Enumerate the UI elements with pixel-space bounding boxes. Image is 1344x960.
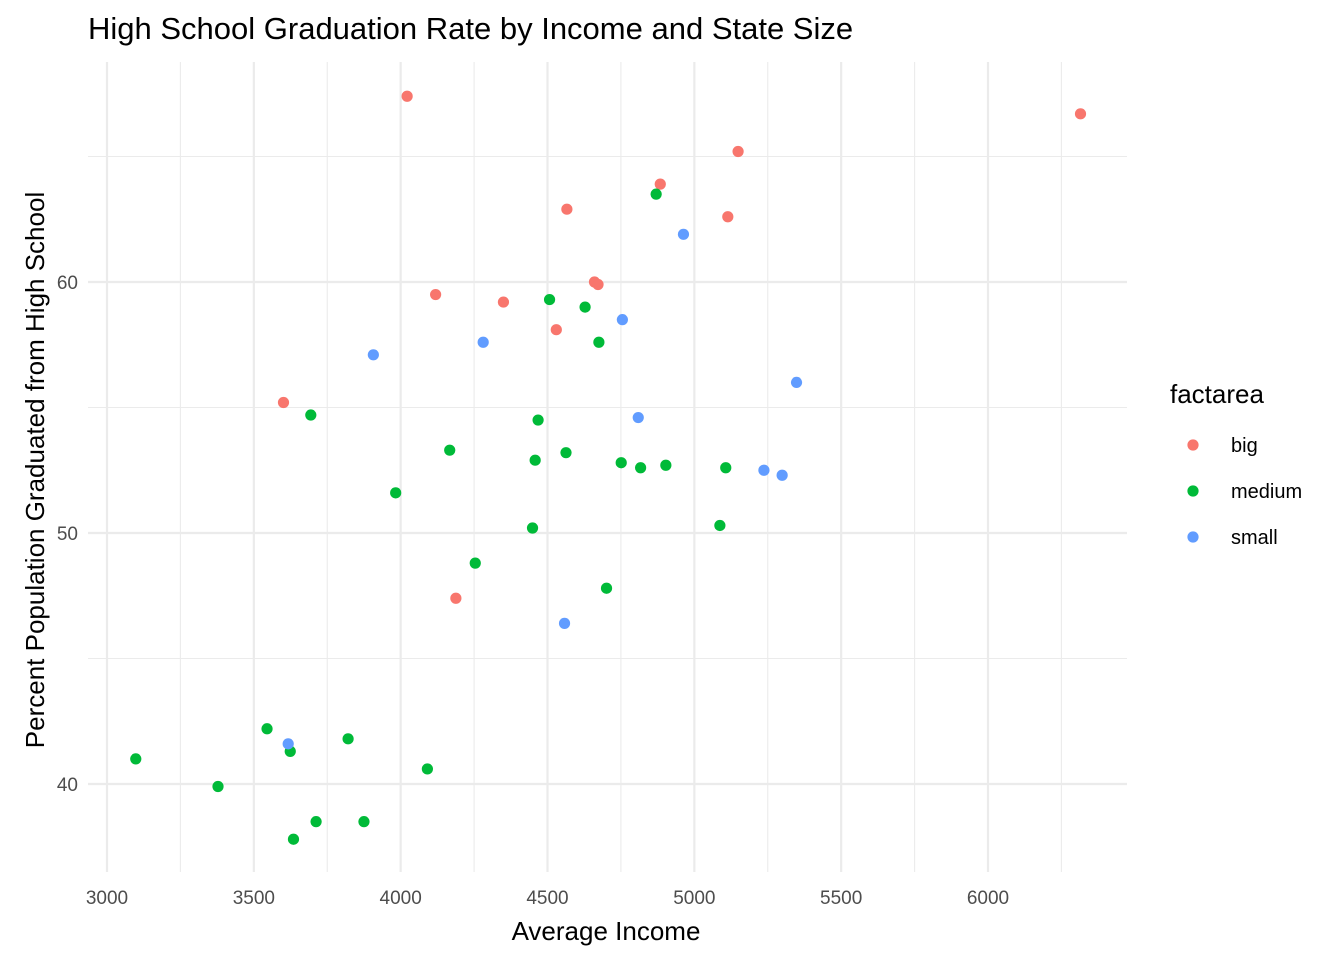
series-medium xyxy=(130,188,732,845)
data-point-medium xyxy=(421,763,433,775)
data-point-big xyxy=(592,278,604,291)
data-point-medium xyxy=(560,447,572,459)
data-point-big xyxy=(722,211,734,223)
legend-key-small xyxy=(1187,531,1199,543)
data-point-big xyxy=(401,90,413,102)
data-points xyxy=(130,90,1087,845)
x-tick-label: 5500 xyxy=(820,888,862,909)
legend-key-medium xyxy=(1187,485,1199,497)
data-point-small xyxy=(632,411,644,424)
data-point-big xyxy=(561,203,573,215)
data-point-small xyxy=(282,738,294,750)
chart-title: High School Graduation Rate by Income an… xyxy=(88,11,853,46)
data-point-medium xyxy=(305,409,317,421)
data-point-medium xyxy=(342,733,354,745)
legend: factarea big medium small xyxy=(1170,379,1302,549)
data-point-small xyxy=(776,469,788,481)
data-point-medium xyxy=(650,188,662,200)
data-point-medium xyxy=(130,753,142,765)
series-big xyxy=(277,90,1087,604)
data-point-medium xyxy=(720,462,732,474)
data-point-medium xyxy=(390,487,402,499)
data-point-medium xyxy=(261,723,273,735)
x-tick-label: 5000 xyxy=(673,888,715,909)
axis-ticks: 3000 3500 4000 4500 5000 5500 6000 40 50 60 xyxy=(57,273,1009,909)
data-point-medium xyxy=(714,519,726,532)
y-tick-label: 50 xyxy=(57,524,78,545)
data-point-small xyxy=(677,228,690,240)
data-point-big xyxy=(430,288,442,301)
data-point-medium xyxy=(526,522,539,534)
data-point-medium xyxy=(469,557,481,569)
data-point-big xyxy=(654,178,666,190)
data-point-small xyxy=(558,617,571,629)
data-point-big xyxy=(1074,108,1087,120)
data-point-big xyxy=(277,396,290,409)
data-point-small xyxy=(790,376,803,388)
data-point-medium xyxy=(310,816,322,828)
y-tick-label: 60 xyxy=(57,273,78,294)
data-point-small xyxy=(367,349,379,361)
data-point-medium xyxy=(532,414,544,426)
data-point-medium xyxy=(529,454,541,466)
x-tick-label: 4500 xyxy=(526,888,568,909)
x-tick-label: 4000 xyxy=(380,888,422,909)
x-tick-label: 3500 xyxy=(233,888,275,909)
data-point-medium xyxy=(444,444,456,456)
data-point-medium xyxy=(212,780,224,793)
data-point-medium xyxy=(543,293,556,306)
data-point-small xyxy=(616,314,628,326)
data-point-medium xyxy=(358,816,370,828)
data-point-big xyxy=(732,145,744,158)
data-point-medium xyxy=(660,459,672,471)
series-small xyxy=(282,228,803,750)
data-point-small xyxy=(758,464,770,476)
grid xyxy=(88,62,1127,872)
data-point-medium xyxy=(287,833,300,845)
x-axis-title: Average Income xyxy=(512,916,701,946)
data-point-medium xyxy=(634,462,647,474)
data-point-big xyxy=(550,324,562,336)
data-point-medium xyxy=(593,336,605,348)
data-point-small xyxy=(477,336,489,348)
x-tick-label: 6000 xyxy=(967,888,1009,909)
legend-entries: big medium small xyxy=(1187,435,1302,549)
legend-title: factarea xyxy=(1170,379,1264,409)
data-point-medium xyxy=(600,582,613,594)
legend-key-big xyxy=(1187,439,1199,451)
legend-label-big: big xyxy=(1231,435,1258,457)
legend-label-small: small xyxy=(1231,527,1278,549)
y-tick-label: 40 xyxy=(57,775,78,796)
data-point-big xyxy=(497,296,510,308)
data-point-medium xyxy=(579,301,591,313)
data-point-big xyxy=(450,592,462,604)
data-point-medium xyxy=(615,457,627,469)
y-axis-title: Percent Population Graduated from High S… xyxy=(20,192,50,748)
x-tick-label: 3000 xyxy=(86,888,128,909)
legend-label-medium: medium xyxy=(1231,481,1302,503)
